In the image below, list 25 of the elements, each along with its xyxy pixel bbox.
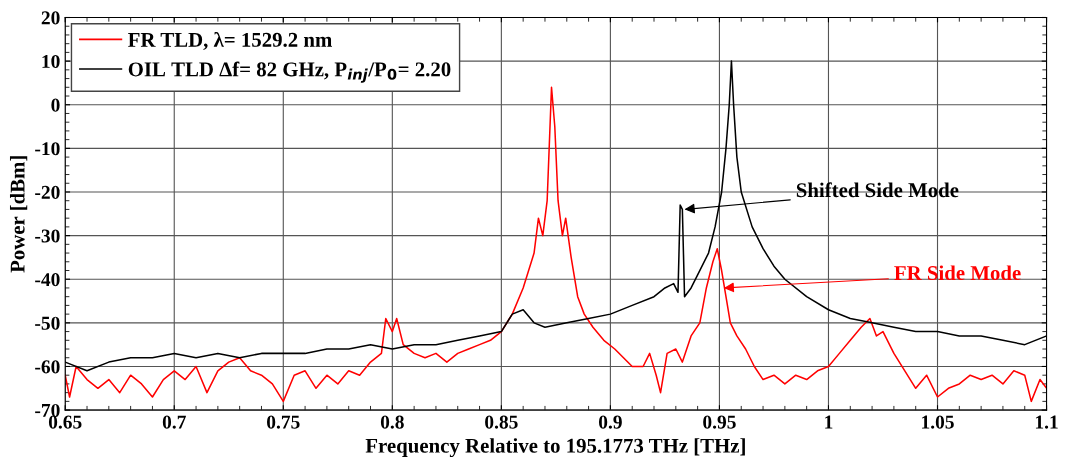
x-axis-title: Frequency Relative to 195.1773 THz [THz] (365, 438, 745, 458)
legend-label: FR TLD, λ= 1529.2 nm (128, 32, 332, 50)
x-tick-label: 0.95 (703, 415, 736, 429)
y-tick-label: -50 (35, 316, 60, 330)
x-tick-label: 0.65 (48, 415, 82, 429)
y-tick-label: 20 (41, 11, 60, 25)
y-tick-label: -40 (35, 273, 60, 287)
x-tick-label: 1.05 (922, 415, 954, 429)
x-tick-label: 0.8 (380, 415, 404, 429)
x-tick-label: 0.85 (485, 415, 518, 429)
legend-label: OIL TLD Δf= 82 GHz, P$_{inj}$/P$_{0}$= 2.20 (128, 61, 451, 83)
y-tick-label: -70 (35, 403, 60, 418)
y-tick-label: -20 (35, 185, 60, 199)
x-tick-label: 0.7 (162, 415, 186, 429)
x-tick-label: 0.9 (598, 415, 622, 429)
line-series (65, 86, 1047, 403)
y-tick-label: 10 (42, 54, 60, 69)
x-tick-label: 1 (825, 415, 833, 429)
y-tick-label: 0 (51, 98, 60, 112)
y-tick-label: -10 (35, 142, 60, 156)
y-tick-label: -60 (35, 360, 60, 374)
y-axis-title: Power [dBm] (9, 156, 28, 273)
y-tick-label: -30 (35, 229, 60, 243)
x-tick-label: 1.1 (1035, 415, 1058, 429)
x-tick-label: 0.75 (267, 415, 300, 429)
